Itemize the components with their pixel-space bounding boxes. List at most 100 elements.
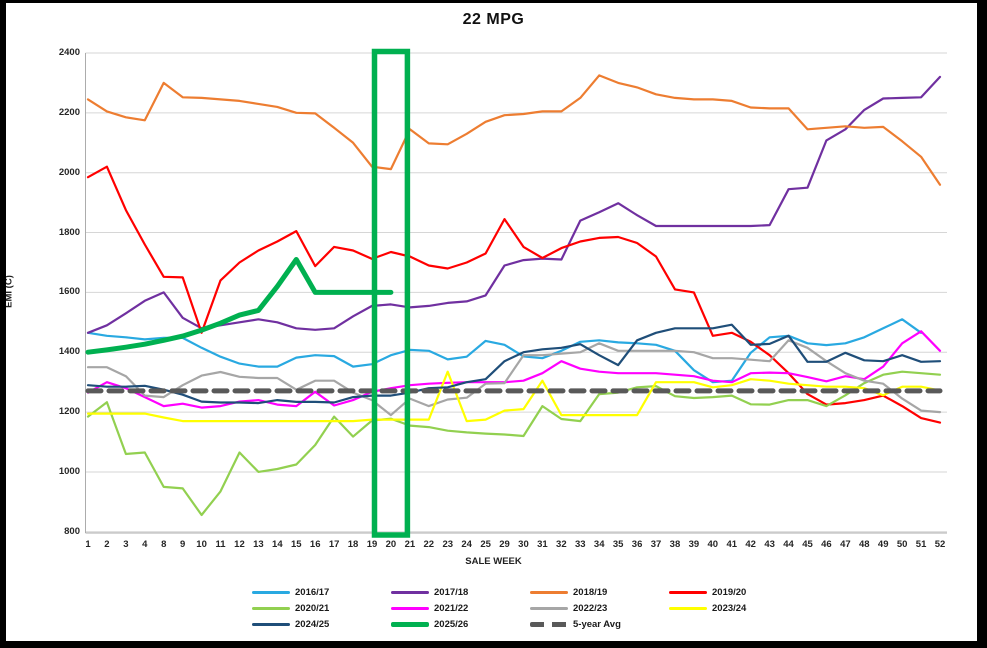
x-tick-label: 51: [915, 539, 927, 550]
x-tick-label: 44: [783, 539, 794, 550]
series-line-2021-22: [86, 330, 942, 409]
y-tick-label: 1200: [58, 406, 80, 418]
y-tick-label: 2000: [58, 166, 80, 178]
series-line-2016-17: [86, 318, 923, 384]
x-tick-label: 8: [161, 539, 167, 550]
x-tick-label: 22: [423, 539, 435, 550]
x-tick-label: 40: [707, 539, 719, 550]
x-tick-label: 14: [272, 539, 283, 550]
legend-item-2021-22: 2021/22: [354, 600, 493, 616]
legend-swatch: [530, 590, 568, 594]
legend-label: 2025/26: [434, 618, 469, 630]
legend-swatch: [669, 590, 707, 594]
x-tick-label: 13: [253, 539, 264, 550]
legend-label: 2023/24: [712, 602, 747, 614]
y-tick-label: 1400: [58, 346, 80, 358]
y-tick-label: 1600: [58, 286, 80, 298]
series-line-2018-19: [86, 74, 942, 186]
legend-item-2023-24: 2023/24: [632, 600, 771, 616]
x-tick-label: 21: [404, 539, 416, 550]
x-tick-label: 30: [518, 539, 529, 550]
x-tick-label: 45: [802, 539, 813, 550]
legend-label: 2021/22: [434, 602, 469, 614]
series-line-2025-26: [85, 257, 394, 355]
series-line-2023-24: [86, 370, 942, 423]
series-line-2017-18: [86, 75, 942, 334]
x-axis-title: SALE WEEK: [465, 556, 522, 567]
legend-item-2018-19: 2018/19: [493, 584, 632, 600]
legend-swatch: [252, 622, 290, 626]
legend-item-2016-17: 2016/17: [215, 584, 354, 600]
x-tick-label: 46: [821, 539, 832, 550]
legend-swatch: [530, 621, 568, 627]
x-tick-label: 9: [180, 539, 186, 550]
x-tick-label: 11: [215, 539, 226, 550]
x-tick-label: 36: [631, 539, 643, 550]
x-tick-label: 31: [537, 539, 548, 550]
x-tick-label: 49: [877, 539, 889, 550]
highlight-box: [371, 48, 411, 538]
x-tick-label: 47: [840, 539, 851, 550]
x-tick-label: 43: [764, 539, 775, 550]
y-tick-label: 2200: [58, 106, 80, 118]
y-tick-label: 800: [64, 525, 80, 537]
x-tick-label: 41: [726, 539, 738, 550]
x-tick-label: 32: [556, 539, 567, 550]
series-line-2019-20: [86, 165, 942, 424]
x-tick-label: 4: [142, 539, 148, 550]
x-tick-label: 33: [574, 539, 586, 550]
x-tick-label: 39: [688, 539, 700, 550]
y-tick-label: 2400: [58, 47, 80, 58]
series-line-2024-25: [86, 323, 942, 405]
legend-label: 2017/18: [434, 586, 469, 598]
series-line-2020-21: [86, 370, 942, 517]
legend-item-2024-25: 2024/25: [215, 616, 354, 632]
x-tick-label: 23: [442, 539, 454, 550]
x-tick-label: 16: [309, 539, 321, 550]
legend-item-5-year-avg: 5-year Avg: [493, 616, 632, 632]
x-tick-label: 19: [366, 539, 378, 550]
legend-item-2017-18: 2017/18: [354, 584, 493, 600]
legend-swatch: [530, 606, 568, 610]
x-tick-label: 20: [385, 539, 397, 550]
x-tick-label: 37: [650, 539, 662, 550]
x-tick-label: 34: [593, 539, 605, 550]
legend-item-2022-23: 2022/23: [493, 600, 632, 616]
legend-label: 2016/17: [295, 586, 330, 598]
x-tick-label: 50: [896, 539, 908, 550]
x-tick-label: 38: [669, 539, 681, 550]
x-tick-label: 2: [104, 539, 110, 550]
legend: 2016/17 2017/18 2018/19 2019/20 2020/21 2021/…: [215, 584, 771, 632]
y-tick-label: 1800: [58, 226, 80, 238]
legend-swatch: [391, 590, 429, 594]
legend-swatch: [252, 606, 290, 610]
x-tick-label: 10: [196, 539, 207, 550]
legend-swatch: [252, 590, 290, 594]
chart-title: 22 MPG: [462, 11, 525, 28]
legend-label: 2024/25: [295, 618, 330, 630]
series-line-2022-23: [86, 339, 942, 417]
x-tick-label: 29: [499, 539, 510, 550]
x-tick-label: 18: [347, 539, 359, 550]
legend-swatch: [669, 606, 707, 610]
x-tick-label: 35: [612, 539, 624, 550]
legend-swatch: [391, 621, 429, 627]
x-tick-label: 25: [480, 539, 491, 550]
x-tick-label: 12: [234, 539, 245, 550]
legend-item-2025-26: 2025/26: [354, 616, 493, 632]
legend-label: 2019/20: [712, 586, 747, 598]
x-tick-label: 17: [328, 539, 340, 550]
legend-label: 2020/21: [295, 602, 330, 614]
x-tick-label: 3: [123, 539, 129, 550]
x-tick-label: 1: [85, 539, 91, 550]
legend-label: 5-year Avg: [573, 618, 621, 630]
legend-label: 2018/19: [573, 586, 608, 598]
legend-label: 2022/23: [573, 602, 608, 614]
legend-swatch: [391, 606, 429, 610]
x-tick-label: 52: [934, 539, 946, 550]
legend-item-2019-20: 2019/20: [632, 584, 771, 600]
x-tick-label: 15: [290, 539, 302, 550]
x-tick-label: 24: [461, 539, 472, 550]
y-tick-label: 1000: [58, 465, 80, 477]
